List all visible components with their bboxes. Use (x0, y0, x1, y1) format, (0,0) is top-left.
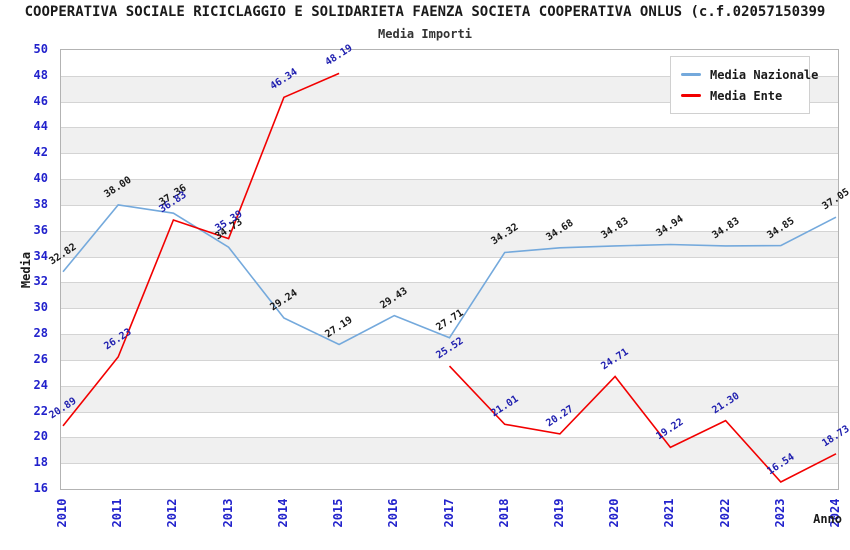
plot-band (61, 282, 838, 309)
plot-area: 32.82 38.00 37.36 34.73 29.24 27.19 29.43 27.71… (47, 43, 850, 490)
y-tick-label: 20 (33, 429, 48, 444)
media-nazionale-line-swatch-icon (681, 73, 701, 76)
series-line-media-ente (448, 365, 837, 483)
y-tick-label: 46 (33, 93, 48, 108)
gridline (61, 437, 838, 439)
series-line-media-nazionale (62, 204, 837, 346)
gridline (61, 385, 838, 387)
legend-item-media-nazionale: Media Nazionale (681, 64, 818, 85)
y-tick-label: 28 (33, 326, 48, 341)
y-tick-label: 18 (33, 455, 48, 470)
x-tick-label: 2012 (165, 498, 180, 528)
y-tick-label: 36 (33, 222, 48, 237)
gridline (61, 75, 838, 77)
y-tick-label: 50 (33, 42, 48, 56)
x-tick-label: 2022 (717, 498, 732, 528)
x-tick-label: 2016 (386, 498, 401, 528)
gridline (61, 204, 838, 206)
y-tick-label: 40 (33, 171, 48, 186)
y-tick-label: 16 (33, 481, 48, 495)
y-tick-label: 38 (33, 196, 48, 211)
plot-band (61, 437, 838, 464)
x-tick-label: 2010 (55, 498, 69, 528)
x-tick-label: 2011 (110, 498, 125, 528)
media-ente-line-swatch-icon (681, 94, 701, 97)
legend-label: Media Ente (710, 88, 783, 103)
x-tick-label: 2020 (607, 498, 622, 528)
x-tick-label: 2018 (496, 498, 511, 528)
gridline (61, 359, 838, 361)
gridline (61, 153, 838, 155)
y-axis-ticks: 50 48 46 44 42 40 38 36 34 32 30 28 26 24 22 20 18 16 (0, 0, 48, 550)
y-tick-label: 26 (33, 351, 48, 366)
x-tick-label: 2013 (220, 498, 235, 528)
gridline (61, 179, 838, 181)
x-tick-label: 2015 (331, 498, 346, 528)
legend: Media Nazionale Media Ente (670, 56, 818, 114)
x-tick-label: 2019 (551, 498, 566, 528)
plot-band (61, 230, 838, 257)
y-tick-label: 32 (33, 274, 48, 289)
y-tick-label: 48 (33, 67, 48, 82)
gridline (61, 282, 838, 284)
legend-item-media-ente: Media Ente (681, 85, 799, 106)
x-tick-label: 2014 (275, 498, 290, 528)
x-tick-label: 2021 (662, 498, 677, 528)
x-tick-label: 2017 (441, 498, 456, 528)
y-tick-label: 24 (33, 377, 48, 392)
x-axis-label: Anno (813, 512, 842, 526)
y-tick-label: 34 (33, 248, 48, 263)
y-tick-label: 42 (33, 145, 48, 160)
chart-title: COOPERATIVA SOCIALE RICICLAGGIO E SOLIDA… (24, 4, 826, 20)
y-tick-label: 30 (33, 300, 48, 315)
gridline (61, 463, 838, 465)
line-chart-svg (62, 72, 837, 483)
plot-band (61, 385, 838, 412)
legend-label: Media Nazionale (710, 67, 819, 82)
x-tick-label: 2023 (772, 498, 787, 528)
y-tick-label: 22 (33, 403, 48, 418)
gridline (61, 308, 838, 310)
gridline (61, 127, 838, 129)
gridline (61, 230, 838, 232)
series-line-media-ente (62, 72, 340, 427)
gridline (61, 334, 838, 336)
gridline (61, 411, 838, 413)
gridline (61, 101, 838, 103)
plot-band (61, 127, 838, 154)
plot-band (61, 179, 838, 205)
y-tick-label: 44 (33, 119, 48, 134)
chart-subtitle: Media Importi (378, 27, 472, 41)
gridline (61, 256, 838, 258)
